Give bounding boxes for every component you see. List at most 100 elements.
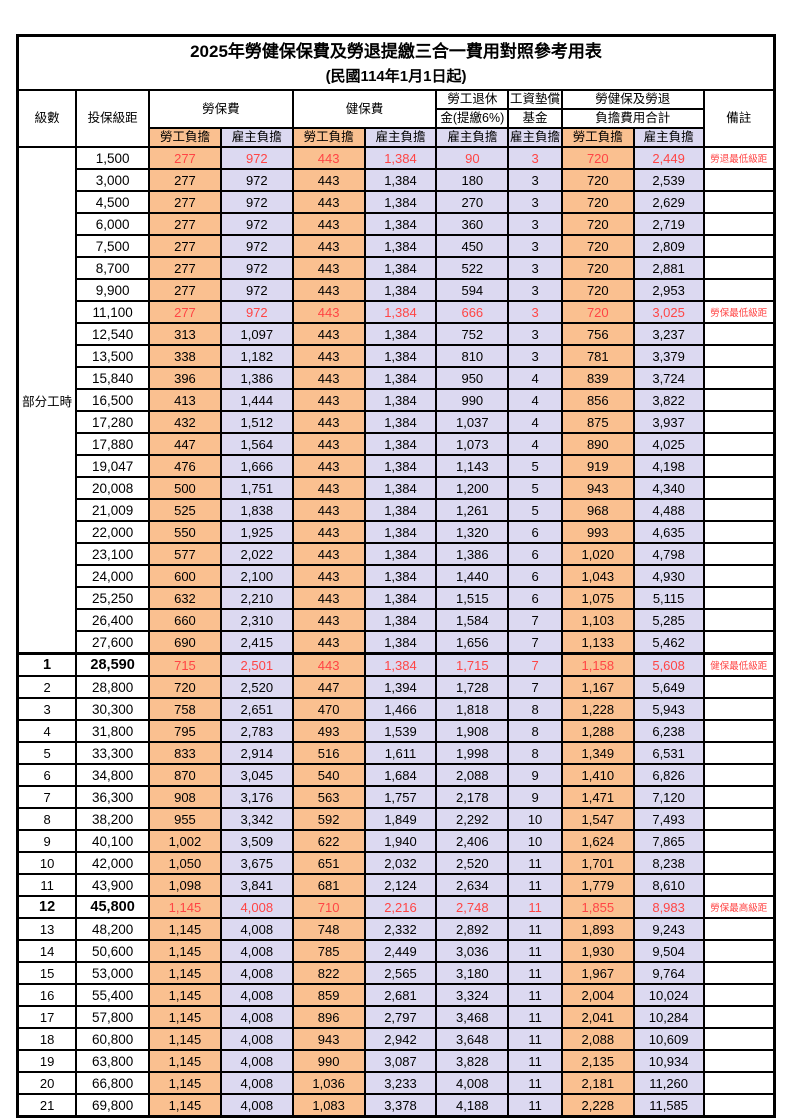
cell-labor-employer: 1,512 <box>219 410 294 434</box>
cell-health-employee: 748 <box>291 917 366 941</box>
cell-remark <box>702 498 776 522</box>
cell-remark <box>702 807 776 831</box>
table-row: 13,500 338 1,182 443 1,384 810 3 781 3,379 <box>18 344 776 368</box>
cell-bracket: 38,200 <box>75 807 151 831</box>
cell-total-employer: 9,504 <box>632 939 705 963</box>
cell-bracket: 8,700 <box>75 256 151 280</box>
cell-health-employee: 443 <box>291 168 366 192</box>
cell-pension-employer: 1,320 <box>435 520 510 544</box>
cell-total-employer: 3,025 <box>632 300 705 324</box>
cell-bracket: 1,500 <box>75 146 151 170</box>
table-row: 1 28,590 715 2,501 443 1,384 1,715 7 1,158 5,608 健… <box>16 652 776 677</box>
cell-remark: 勞保最低級距 <box>702 300 776 324</box>
cell-pension-employer: 810 <box>435 344 510 368</box>
cell-remark <box>702 785 776 809</box>
subheader-total-employee: 勞工負擔 <box>560 127 635 148</box>
cell-wage-fund-employer: 6 <box>507 564 563 588</box>
cell-total-employer: 3,822 <box>632 388 705 412</box>
cell-pension-employer: 2,520 <box>435 851 510 875</box>
cell-health-employee: 563 <box>291 785 366 809</box>
cell-health-employer: 1,757 <box>363 785 438 809</box>
cell-pension-employer: 450 <box>435 234 510 258</box>
cell-remark: 健保最低級距 <box>702 652 776 677</box>
cell-health-employee: 516 <box>291 741 366 765</box>
subheader-health-employer: 雇主負擔 <box>363 127 438 148</box>
cell-bracket: 27,600 <box>75 630 151 655</box>
cell-health-employee: 443 <box>291 498 366 522</box>
cell-bracket: 57,800 <box>75 1005 151 1029</box>
cell-level: 4 <box>16 719 78 743</box>
cell-total-employee: 2,228 <box>560 1093 635 1118</box>
cell-bracket: 22,000 <box>75 520 151 544</box>
cell-bracket: 3,000 <box>75 168 151 192</box>
table-row: 7 36,300 908 3,176 563 1,757 2,178 9 1,471 7,120 <box>16 785 776 809</box>
cell-remark <box>702 388 776 412</box>
cell-labor-employer: 2,520 <box>219 675 294 699</box>
cell-remark <box>702 564 776 588</box>
cell-health-employer: 3,087 <box>363 1049 438 1073</box>
cell-health-employee: 443 <box>291 608 366 632</box>
cell-health-employee: 443 <box>291 586 366 610</box>
cell-total-employee: 720 <box>560 300 635 324</box>
cell-labor-employee: 338 <box>148 344 222 368</box>
cell-total-employee: 781 <box>560 344 635 368</box>
cell-labor-employee: 277 <box>148 234 222 258</box>
cell-labor-employee: 1,145 <box>148 961 222 985</box>
cell-health-employer: 1,384 <box>363 608 438 632</box>
cell-remark <box>702 1049 776 1073</box>
cell-health-employer: 1,394 <box>363 675 438 699</box>
cell-labor-employer: 4,008 <box>219 1027 294 1051</box>
cell-labor-employee: 277 <box>148 256 222 280</box>
cell-remark <box>702 432 776 456</box>
cell-total-employee: 890 <box>560 432 635 456</box>
cell-total-employee: 1,893 <box>560 917 635 941</box>
subheader-wage-fund-employer: 雇主負擔 <box>507 127 563 148</box>
cell-total-employer: 8,610 <box>632 873 705 897</box>
cell-health-employer: 1,684 <box>363 763 438 787</box>
cell-health-employee: 443 <box>291 366 366 390</box>
table-row: 20,008 500 1,751 443 1,384 1,200 5 943 4,340 <box>18 476 776 500</box>
cell-health-employer: 1,384 <box>363 234 438 258</box>
cell-bracket: 16,500 <box>75 388 151 412</box>
cell-wage-fund-employer: 6 <box>507 586 563 610</box>
cell-wage-fund-employer: 5 <box>507 454 563 478</box>
cell-labor-employer: 1,182 <box>219 344 294 368</box>
cell-remark <box>702 851 776 875</box>
cell-bracket: 55,400 <box>75 983 151 1007</box>
cell-pension-employer: 752 <box>435 322 510 346</box>
table-row: 13 48,200 1,145 4,008 748 2,332 2,892 11 1,893 9,… <box>16 917 776 941</box>
cell-labor-employer: 1,751 <box>219 476 294 500</box>
cell-labor-employee: 1,145 <box>148 1071 222 1095</box>
cell-labor-employer: 2,914 <box>219 741 294 765</box>
cell-total-employer: 10,609 <box>632 1027 705 1051</box>
cell-health-employer: 2,681 <box>363 983 438 1007</box>
cell-bracket: 43,900 <box>75 873 151 897</box>
cell-labor-employee: 758 <box>148 697 222 721</box>
cell-bracket: 24,000 <box>75 564 151 588</box>
cell-health-employer: 1,849 <box>363 807 438 831</box>
cell-pension-employer: 2,748 <box>435 895 510 919</box>
cell-pension-employer: 1,515 <box>435 586 510 610</box>
cell-health-employee: 443 <box>291 388 366 412</box>
cell-total-employer: 4,198 <box>632 454 705 478</box>
cell-total-employer: 4,488 <box>632 498 705 522</box>
cell-labor-employer: 4,008 <box>219 983 294 1007</box>
cell-labor-employer: 4,008 <box>219 961 294 985</box>
cell-health-employee: 443 <box>291 322 366 346</box>
cell-level: 13 <box>16 917 78 941</box>
cell-total-employee: 720 <box>560 234 635 258</box>
cell-bracket: 4,500 <box>75 190 151 214</box>
cell-health-employee: 443 <box>291 630 366 655</box>
cell-pension-employer: 1,073 <box>435 432 510 456</box>
cell-total-employee: 756 <box>560 322 635 346</box>
cell-labor-employer: 4,008 <box>219 895 294 919</box>
cell-total-employer: 3,379 <box>632 344 705 368</box>
cell-labor-employee: 1,145 <box>148 983 222 1007</box>
table-row: 12 45,800 1,145 4,008 710 2,216 2,748 11 1,855 8,… <box>16 895 776 919</box>
cell-total-employee: 1,167 <box>560 675 635 699</box>
cell-total-employee: 1,075 <box>560 586 635 610</box>
cell-wage-fund-employer: 11 <box>507 1093 563 1118</box>
cell-remark <box>702 697 776 721</box>
cell-wage-fund-employer: 5 <box>507 498 563 522</box>
cell-labor-employee: 500 <box>148 476 222 500</box>
